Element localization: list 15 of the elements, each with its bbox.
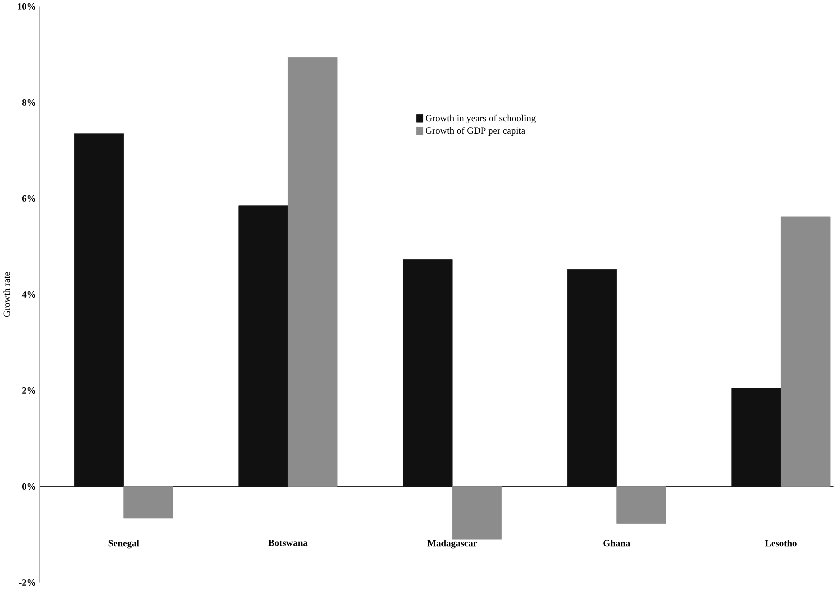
y-tick-label: 0% — [22, 483, 36, 490]
x-tick-label: Lesotho — [765, 540, 797, 546]
legend-label: Growth in years of schooling — [426, 114, 536, 124]
y-axis-title: Growth rate — [4, 272, 10, 317]
y-tick-label: 4% — [22, 291, 36, 298]
x-tick-label: Botswana — [268, 540, 308, 546]
y-tick-label: 6% — [22, 195, 36, 202]
y-tick-label: -2% — [19, 579, 36, 586]
y-tick-label: 2% — [22, 387, 36, 394]
legend-label: Growth of GDP per capita — [426, 127, 526, 136]
y-tick-label: 8% — [22, 99, 36, 106]
y-tick-label: 10% — [18, 3, 36, 10]
x-tick-label: Madagascar — [428, 540, 478, 548]
x-tick-label: Ghana — [604, 540, 630, 546]
x-tick-label: Senegal — [108, 540, 140, 548]
